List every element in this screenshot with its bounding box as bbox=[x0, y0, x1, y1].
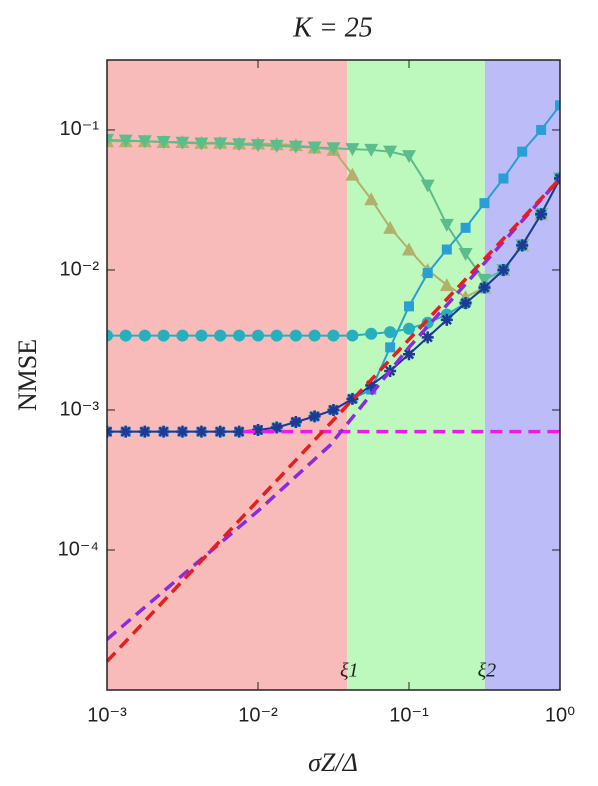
marker bbox=[420, 179, 435, 193]
region bbox=[484, 60, 560, 690]
marker bbox=[175, 136, 190, 150]
marker bbox=[157, 329, 170, 342]
dashed-line bbox=[107, 177, 560, 663]
marker bbox=[233, 425, 246, 438]
marker bbox=[308, 410, 321, 423]
marker bbox=[498, 173, 509, 184]
marker bbox=[194, 137, 209, 151]
marker bbox=[365, 379, 378, 392]
marker bbox=[365, 327, 378, 340]
y-tick-label: 10⁻⁴ bbox=[58, 538, 99, 560]
marker bbox=[270, 329, 283, 342]
marker bbox=[119, 425, 132, 438]
region bbox=[347, 60, 485, 690]
marker bbox=[497, 263, 510, 276]
marker bbox=[307, 141, 322, 155]
axis-frame bbox=[106, 59, 561, 691]
marker bbox=[176, 425, 189, 438]
marker bbox=[535, 208, 548, 221]
marker bbox=[176, 329, 189, 342]
chart-title: K = 25 bbox=[292, 12, 373, 43]
marker bbox=[403, 322, 415, 335]
marker bbox=[421, 316, 434, 329]
marker bbox=[402, 242, 416, 256]
marker bbox=[195, 425, 208, 438]
y-axis-label: NMSE bbox=[13, 339, 42, 411]
marker bbox=[364, 143, 379, 157]
marker bbox=[345, 167, 360, 181]
plot-area: ξ1 ξ2 10⁻³ 10⁻² 10⁻¹ 10⁰ 10⁻⁴ 10⁻³ 10⁻² 10⁻¹ bbox=[58, 59, 575, 726]
marker bbox=[107, 329, 113, 342]
marker bbox=[270, 421, 283, 434]
marker bbox=[458, 248, 473, 262]
x-tick-label: 10⁻¹ bbox=[389, 704, 429, 726]
series-layer bbox=[107, 100, 560, 663]
y-tick-label: 10⁻² bbox=[60, 258, 100, 280]
marker bbox=[346, 329, 359, 342]
marker bbox=[107, 133, 114, 147]
marker bbox=[440, 313, 453, 326]
marker bbox=[364, 192, 379, 206]
marker bbox=[213, 137, 228, 151]
marker bbox=[441, 244, 452, 255]
marker bbox=[460, 222, 471, 233]
marker bbox=[156, 136, 171, 150]
x-tick-label: 10⁰ bbox=[545, 704, 575, 726]
marker bbox=[233, 329, 246, 342]
marker bbox=[385, 342, 396, 353]
marker bbox=[119, 329, 132, 342]
marker bbox=[536, 124, 547, 135]
marker bbox=[252, 329, 264, 342]
marker bbox=[232, 138, 247, 152]
marker bbox=[157, 425, 170, 438]
x-tick-label: 10⁻³ bbox=[87, 704, 127, 726]
y-tick-label: 10⁻³ bbox=[60, 398, 100, 420]
marker bbox=[289, 329, 302, 342]
marker bbox=[137, 135, 152, 149]
marker bbox=[138, 329, 151, 342]
marker bbox=[383, 145, 398, 159]
marker bbox=[326, 142, 341, 156]
marker bbox=[421, 331, 434, 344]
marker bbox=[214, 329, 227, 342]
annotation: ξ2 bbox=[478, 660, 497, 682]
x-axis-label: σZ/Δ bbox=[308, 748, 358, 777]
marker bbox=[439, 278, 454, 292]
marker bbox=[479, 198, 490, 209]
marker bbox=[402, 150, 416, 164]
marker bbox=[404, 301, 414, 312]
marker bbox=[214, 425, 227, 438]
region bbox=[107, 60, 348, 690]
marker bbox=[288, 140, 303, 154]
marker bbox=[384, 326, 397, 339]
marker bbox=[517, 146, 528, 157]
marker bbox=[252, 423, 264, 436]
marker bbox=[346, 392, 359, 405]
x-tick-label: 10⁻² bbox=[238, 704, 278, 726]
marker bbox=[269, 139, 284, 153]
marker bbox=[439, 218, 454, 232]
marker bbox=[118, 134, 133, 148]
y-tick-label: 10⁻¹ bbox=[60, 118, 100, 140]
marker bbox=[516, 239, 529, 252]
marker bbox=[422, 268, 433, 279]
marker bbox=[477, 273, 492, 287]
marker bbox=[308, 329, 321, 342]
marker bbox=[251, 139, 265, 153]
marker bbox=[459, 297, 472, 310]
marker bbox=[345, 143, 360, 157]
marker bbox=[195, 329, 208, 342]
marker bbox=[138, 425, 151, 438]
marker bbox=[383, 220, 398, 234]
marker bbox=[327, 403, 340, 416]
marker bbox=[289, 416, 302, 429]
marker bbox=[555, 100, 560, 111]
marker bbox=[327, 329, 340, 342]
annotation: ξ1 bbox=[340, 660, 359, 682]
marker bbox=[478, 281, 491, 294]
dashed-line bbox=[107, 177, 560, 641]
marker bbox=[403, 348, 415, 361]
